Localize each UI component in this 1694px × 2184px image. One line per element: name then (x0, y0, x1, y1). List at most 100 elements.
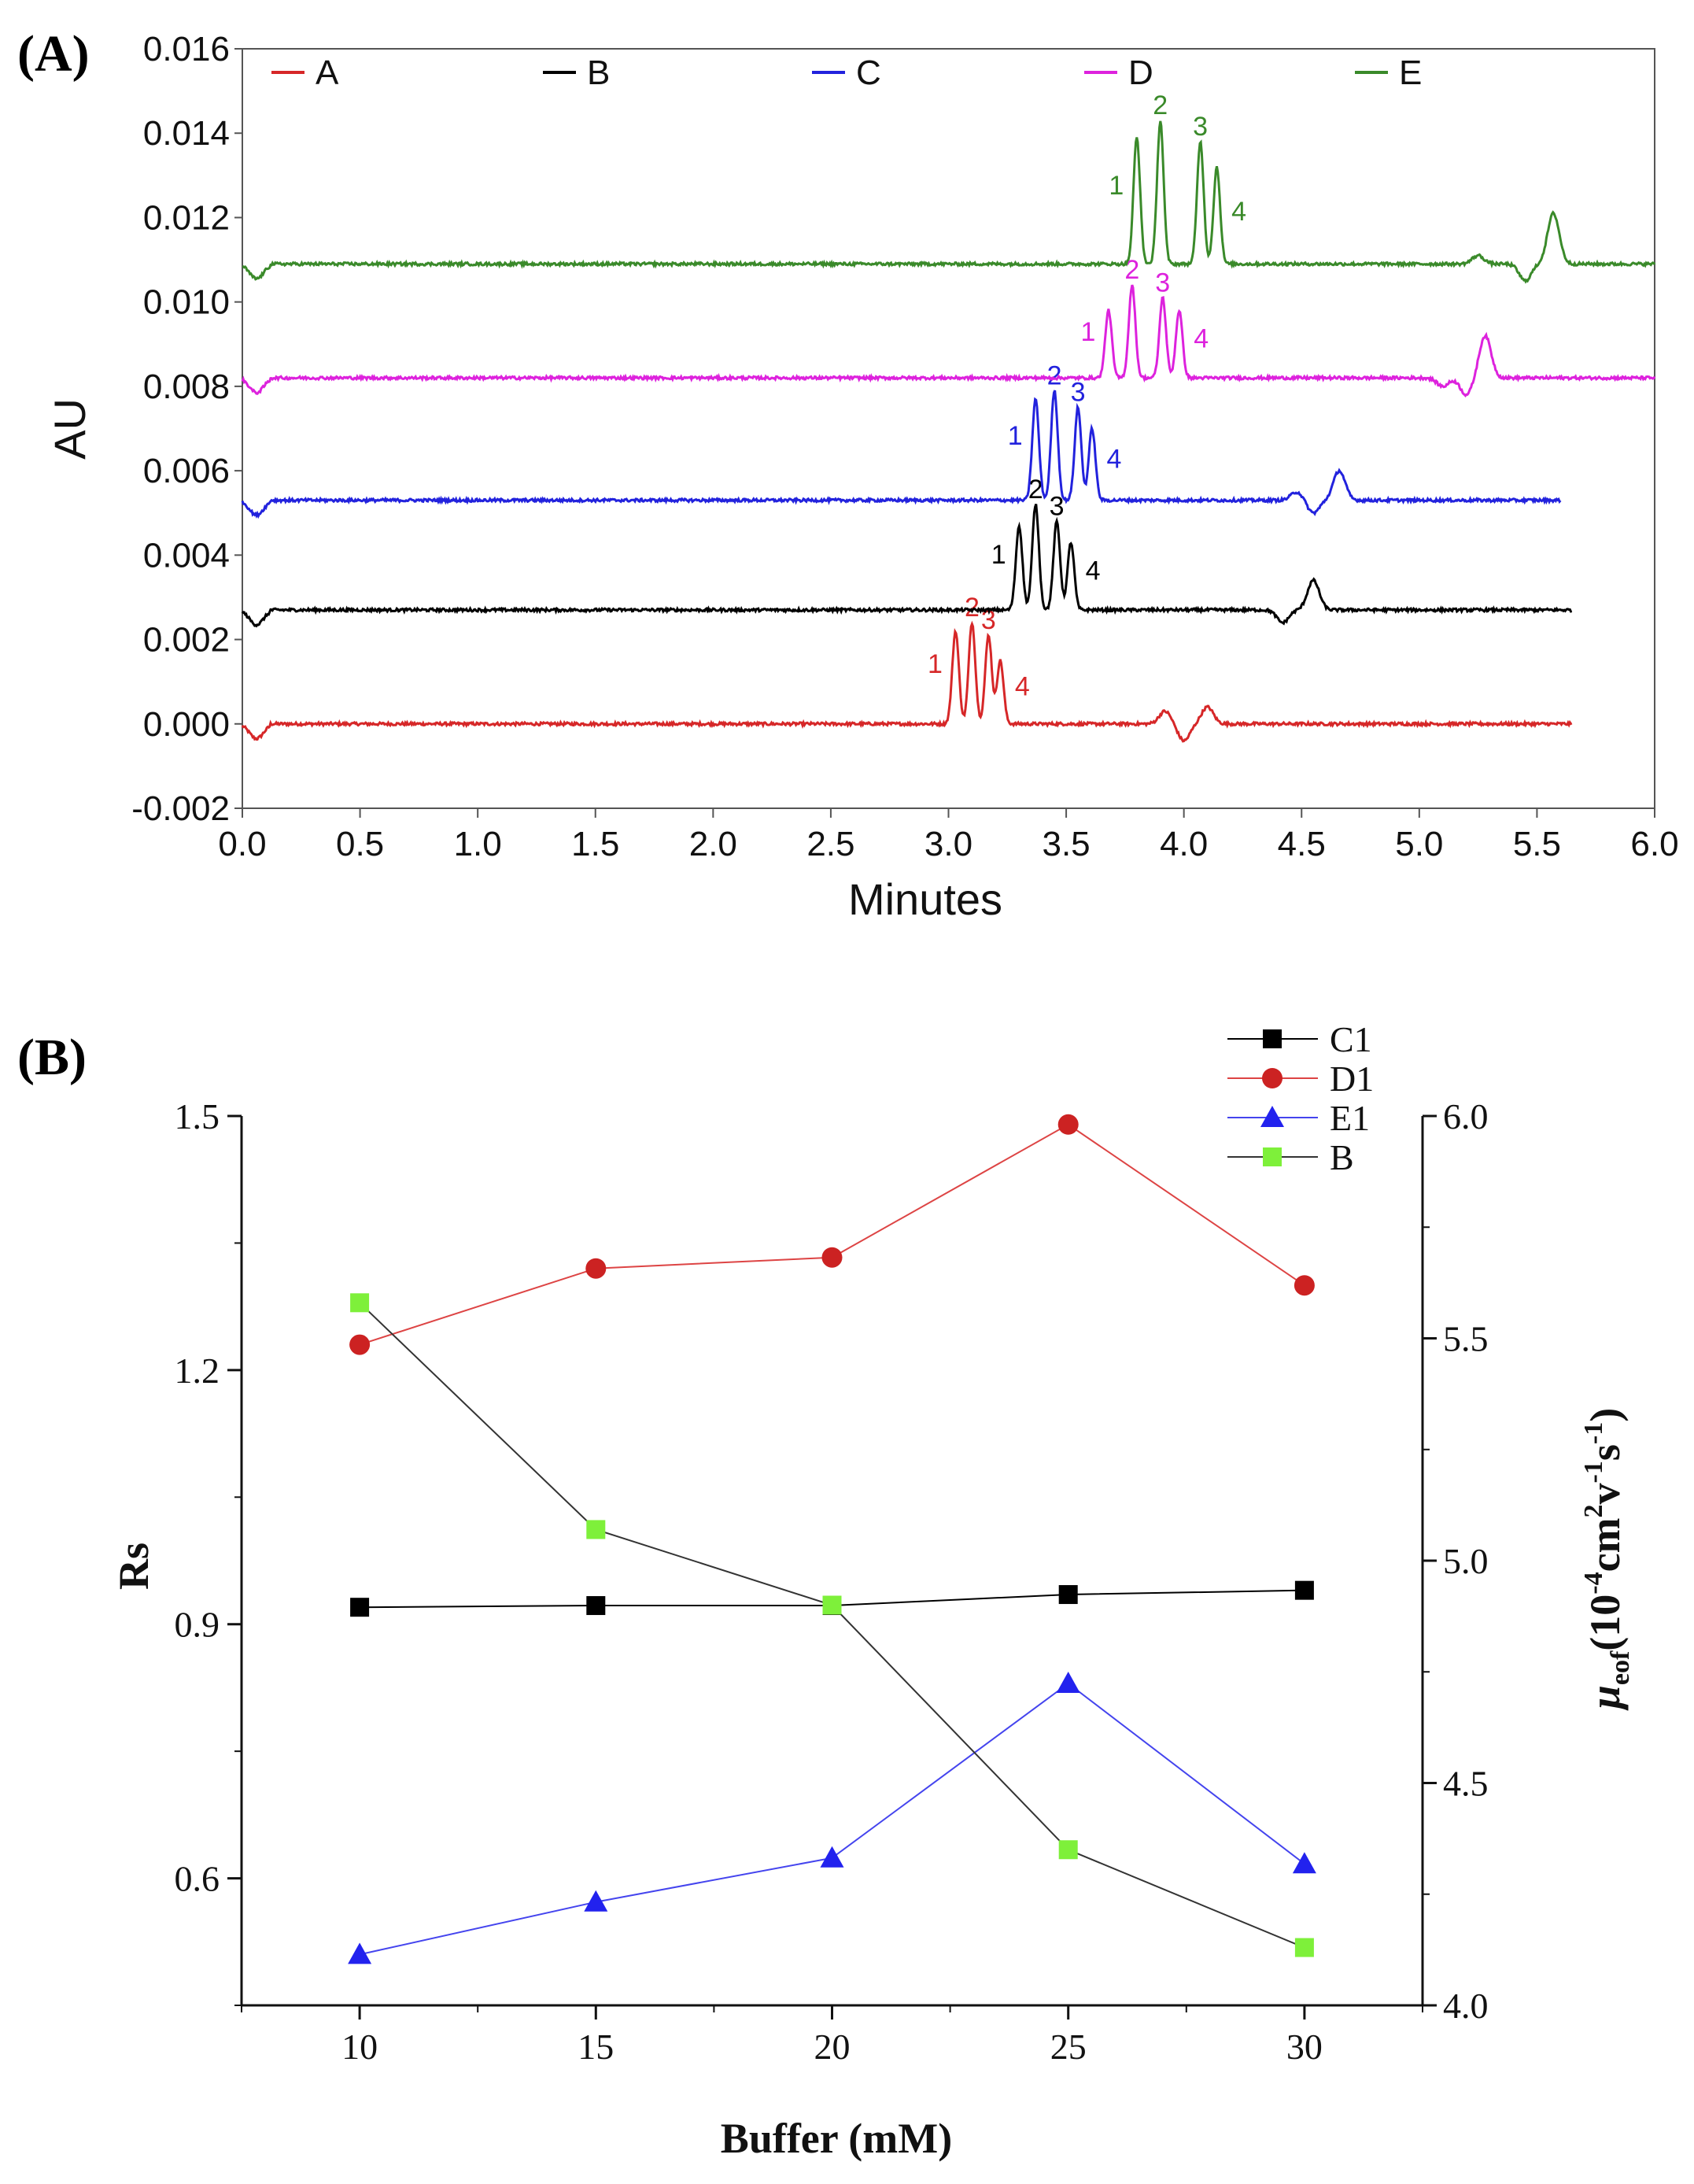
a-trace-E (242, 120, 1656, 284)
b-xtick-label: 10 (341, 2027, 378, 2067)
panel-a-label: (A) (17, 25, 90, 83)
a-xtick-label: 2.5 (806, 825, 854, 863)
a-peak-label: 2 (1047, 360, 1062, 390)
a-ytick-label: 0.006 (143, 452, 230, 490)
a-legend-label: A (316, 54, 339, 92)
a-ytick-label: 0.002 (143, 621, 230, 660)
y2-exp2: 2 (1579, 1504, 1608, 1517)
y2-u1: cm (1581, 1517, 1629, 1572)
b-point-D1 (585, 1258, 607, 1279)
b-legend-marker (1260, 1106, 1284, 1127)
a-legend-label: E (1399, 54, 1422, 92)
panel-a-legend: A B C D E (271, 54, 1422, 92)
a-xtick-label: 4.0 (1160, 825, 1208, 863)
a-peak-label: 1 (1008, 421, 1023, 451)
b-point-D1 (1294, 1275, 1315, 1296)
a-xtick-label: 3.0 (925, 825, 972, 863)
a-ytick-label: 0.012 (143, 198, 230, 237)
a-peak-label: 3 (1193, 112, 1208, 142)
a-ytick-label: 0.014 (143, 114, 230, 153)
b-point-E1 (820, 1846, 844, 1868)
b-point-C1 (1058, 1585, 1078, 1605)
b-legend-marker (1263, 1029, 1282, 1048)
a-peak-label: 2 (965, 593, 980, 623)
b-point-B (822, 1595, 842, 1615)
b-point-C1 (350, 1598, 370, 1617)
a-peak-label: 1 (1109, 171, 1124, 201)
panel-a-y-label: AU (45, 398, 94, 460)
b-xtick-label: 15 (578, 2027, 614, 2067)
b-legend-marker (1262, 1068, 1282, 1088)
panel-b-series (348, 1114, 1316, 1964)
a-peak-label: 2 (1153, 91, 1168, 120)
b-point-C1 (1294, 1580, 1314, 1600)
a-xtick-label: 4.5 (1278, 825, 1326, 863)
y2-mu: μ (1581, 1685, 1629, 1711)
a-ytick-label: 0.010 (143, 283, 230, 322)
a-peak-label: 3 (981, 605, 996, 635)
a-trace-C (241, 390, 1562, 519)
a-ytick-label: 0.000 (143, 705, 230, 744)
a-peak-label: 3 (1071, 378, 1086, 408)
b-point-E1 (348, 1942, 372, 1964)
a-peak-label: 4 (1231, 197, 1246, 227)
y2-exp4: -1 (1579, 1422, 1608, 1444)
a-peak-label: 3 (1050, 491, 1065, 521)
panel-a-plot-frame (242, 48, 1655, 809)
a-peak-label: 3 (1155, 268, 1170, 297)
a-trace-B (241, 504, 1573, 628)
a-peak-label: 4 (1194, 324, 1209, 354)
panel-b-x-label: Buffer (mM) (721, 2115, 952, 2162)
panel-b-y-label: Rs (110, 1543, 157, 1590)
b-y2tick-label: 5.0 (1443, 1541, 1489, 1581)
b-point-D1 (349, 1334, 371, 1355)
a-xtick-label: 3.5 (1042, 825, 1090, 863)
b-point-B (586, 1520, 606, 1539)
a-ytick-label: 0.008 (143, 368, 230, 406)
panel-a-x-ticks: 0.0 0.5 1.0 1.5 2.0 2.5 3.0 3.5 4.0 4.5 5.0 5.5 6.0 (218, 808, 1679, 863)
b-xtick-label: 30 (1286, 2027, 1323, 2067)
a-xtick-label: 2.0 (689, 825, 737, 863)
a-xtick-label: 0.0 (218, 825, 266, 863)
a-xtick-label: 1.5 (571, 825, 619, 863)
a-peak-label: 2 (1028, 475, 1043, 504)
b-point-E1 (1056, 1672, 1080, 1694)
y2-sub: eof (1606, 1650, 1635, 1685)
y2-u2: v (1581, 1483, 1629, 1504)
a-ytick-label: 0.004 (143, 536, 230, 575)
b-point-D1 (1057, 1114, 1079, 1135)
b-ytick-label: 1.2 (175, 1351, 220, 1391)
a-peak-label: 1 (1080, 317, 1095, 347)
a-peak-label: 4 (1086, 556, 1101, 586)
b-y2tick-label: 6.0 (1443, 1096, 1489, 1136)
b-legend-marker (1263, 1147, 1282, 1166)
a-trace-A (241, 620, 1573, 743)
panel-a-y-ticks: -0.002 0.000 0.002 0.004 0.006 0.008 0.010 0.01… (131, 30, 242, 828)
b-ytick-label: 1.5 (175, 1096, 220, 1136)
panel-b-y2-label: μeof(10-4cm2v-1s-1) (1579, 1408, 1635, 1711)
a-ytick-label: 0.016 (143, 30, 230, 68)
a-peak-label: 1 (991, 540, 1006, 570)
a-peak-label: 4 (1015, 672, 1030, 702)
b-point-B (350, 1293, 370, 1313)
b-point-E1 (584, 1890, 608, 1912)
y2-exp3: -1 (1579, 1461, 1608, 1483)
b-xtick-label: 25 (1050, 2027, 1087, 2067)
a-legend-label: C (856, 54, 881, 92)
a-xtick-label: 1.0 (454, 825, 502, 863)
panel-b: (B) 0.6 0.9 1.2 1.5 4.0 4.5 5.0 5.5 6.0 10 15 20 25 3… (17, 1019, 1635, 2162)
b-y2tick-label: 4.0 (1443, 1986, 1489, 2026)
b-point-B (1058, 1840, 1078, 1860)
b-legend-label: C1 (1330, 1019, 1372, 1059)
panel-a: (A) -0.0020.0000.0020.0040.0060.0080.010… (17, 25, 1679, 924)
y2-exp1: -4 (1579, 1572, 1608, 1594)
a-legend-label: D (1128, 54, 1153, 92)
b-legend-label: B (1330, 1137, 1354, 1177)
a-xtick-label: 0.5 (336, 825, 384, 863)
a-xtick-label: 5.5 (1513, 825, 1561, 863)
a-peak-label: 1 (928, 649, 943, 679)
a-ytick-label: -0.002 (131, 789, 230, 828)
